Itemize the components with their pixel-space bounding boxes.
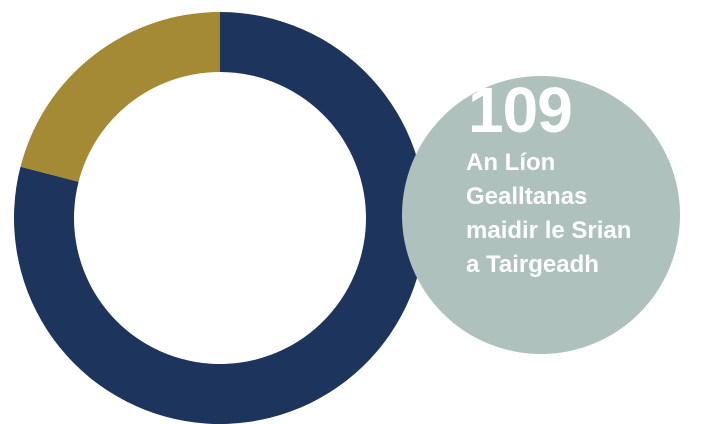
stat-label-line-3: maidir le Srian bbox=[466, 217, 632, 244]
stat-label-line-2: Gealltanas bbox=[466, 183, 588, 210]
stat-label: An Líon Gealltanas maidir le Srian a Tai… bbox=[466, 146, 676, 282]
donut-chart bbox=[14, 12, 426, 424]
stat-value: 109 bbox=[468, 74, 573, 146]
stat-label-line-4: a Tairgeadh bbox=[466, 251, 599, 278]
donut-slice-2 bbox=[20, 12, 221, 182]
stat-label-line-1: An Líon bbox=[466, 149, 556, 176]
stat-circle bbox=[402, 76, 680, 354]
